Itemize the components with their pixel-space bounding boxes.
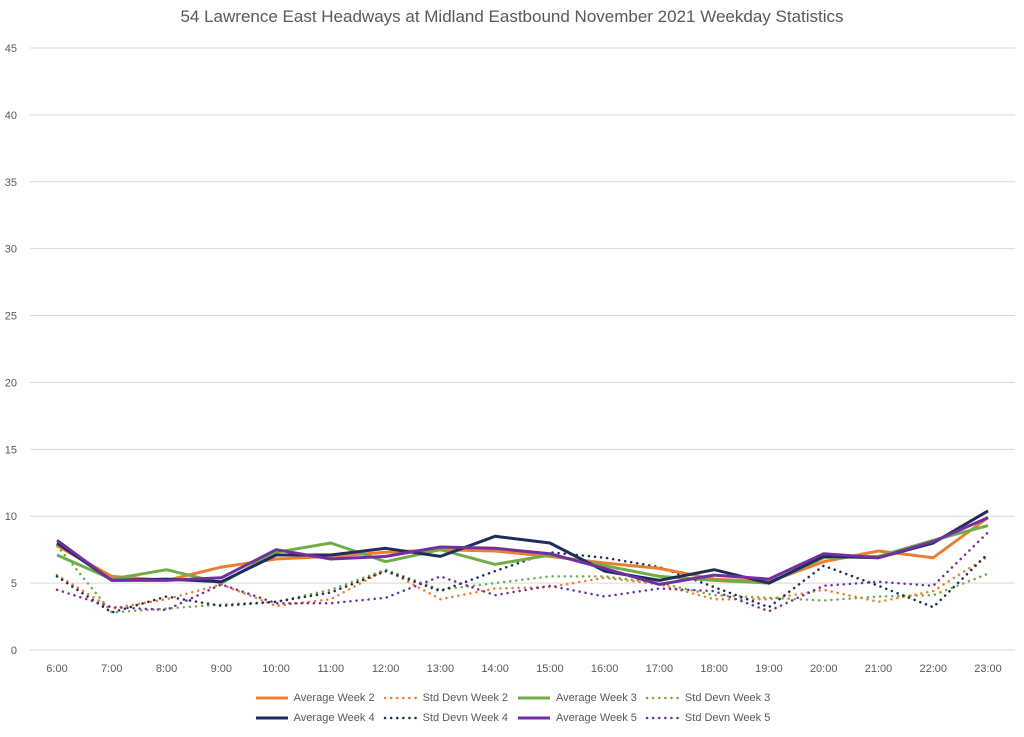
x-tick-label: 9:00 xyxy=(211,663,232,675)
legend-item: Average Week 3 xyxy=(516,692,637,704)
legend-swatch xyxy=(645,696,681,700)
legend-swatch xyxy=(645,716,681,720)
x-axis-ticks: 6:00 7:00 8:00 9:00 10:00 11:00 12:00 13:00 14:0… xyxy=(46,663,1001,675)
series-line-average-week-2 xyxy=(56,516,989,584)
series-line-average-week-5 xyxy=(56,516,989,586)
y-tick-label: 15 xyxy=(5,444,17,456)
legend-item: Average Week 5 xyxy=(516,712,637,724)
x-tick-label: 14:00 xyxy=(481,663,509,675)
chart-title: 54 Lawrence East Headways at Midland Eas… xyxy=(180,7,844,26)
y-tick-label: 40 xyxy=(5,110,17,122)
y-tick-label: 5 xyxy=(11,578,17,590)
legend-label: Average Week 5 xyxy=(556,712,637,724)
legend-label: Std Devn Week 5 xyxy=(684,712,771,724)
legend-label: Std Devn Week 4 xyxy=(422,712,508,724)
series-line-std-devn-week-4 xyxy=(55,551,990,614)
legend-row: Average Week 4 Std Devn Week 4 Average Wee… xyxy=(0,708,1024,728)
legend-item: Std Devn Week 2 xyxy=(383,692,508,704)
x-tick-label: 10:00 xyxy=(262,663,290,675)
legend-label: Std Devn Week 2 xyxy=(422,692,508,704)
x-tick-label: 11:00 xyxy=(317,663,344,675)
y-tick-label: 30 xyxy=(5,244,17,256)
legend-item: Std Devn Week 5 xyxy=(645,712,770,724)
series-line-std-devn-week-5 xyxy=(55,531,990,613)
legend-swatch xyxy=(383,696,418,700)
y-tick-label: 45 xyxy=(5,43,17,55)
x-tick-label: 19:00 xyxy=(755,663,783,675)
legend-row: Average Week 2 Std Devn Week 2 Average Wee… xyxy=(0,688,1024,708)
y-tick-label: 25 xyxy=(5,311,17,323)
x-tick-label: 17:00 xyxy=(646,663,674,675)
y-tick-label: 10 xyxy=(5,511,17,523)
gridlines xyxy=(30,47,1015,651)
x-tick-label: 23:00 xyxy=(974,663,1002,675)
legend-swatch xyxy=(518,716,550,720)
legend-label: Average Week 2 xyxy=(293,692,375,704)
series-line-average-week-4 xyxy=(56,509,989,585)
series-line-std-devn-week-3 xyxy=(55,544,990,614)
y-tick-label: 0 xyxy=(11,645,17,657)
y-tick-label: 20 xyxy=(5,377,17,389)
x-tick-label: 22:00 xyxy=(919,663,947,675)
legend-item: Average Week 2 xyxy=(254,692,375,704)
legend-item: Std Devn Week 4 xyxy=(383,712,508,724)
y-tick-label: 35 xyxy=(5,177,17,189)
y-axis-ticks: 0 5 10 15 20 25 30 35 40 45 xyxy=(5,43,17,657)
legend: Average Week 2 Std Devn Week 2 Average Wee… xyxy=(0,688,1024,728)
x-tick-label: 20:00 xyxy=(810,663,838,675)
x-tick-label: 21:00 xyxy=(865,663,893,675)
line-chart: 0 5 10 15 20 25 30 35 40 45 6:00 7:00 8:00 9:00 10:00… xyxy=(5,43,1015,675)
series-line-std-devn-week-2 xyxy=(55,555,990,610)
legend-swatch xyxy=(255,696,288,700)
series-lines xyxy=(55,509,990,614)
legend-swatch xyxy=(518,696,550,700)
legend-swatch xyxy=(255,716,288,720)
x-tick-label: 12:00 xyxy=(372,663,400,675)
x-tick-label: 16:00 xyxy=(591,663,619,675)
x-tick-label: 6:00 xyxy=(46,663,67,675)
legend-label: Std Devn Week 3 xyxy=(684,692,771,704)
legend-swatch xyxy=(383,716,418,720)
legend-label: Average Week 4 xyxy=(293,712,375,724)
legend-item: Average Week 4 xyxy=(254,712,375,724)
x-tick-label: 18:00 xyxy=(700,663,728,675)
legend-label: Average Week 3 xyxy=(556,692,637,704)
x-tick-label: 8:00 xyxy=(156,663,177,675)
x-tick-label: 13:00 xyxy=(427,663,455,675)
legend-item: Std Devn Week 3 xyxy=(645,692,770,704)
x-tick-label: 7:00 xyxy=(101,663,122,675)
x-tick-label: 15:00 xyxy=(536,663,564,675)
